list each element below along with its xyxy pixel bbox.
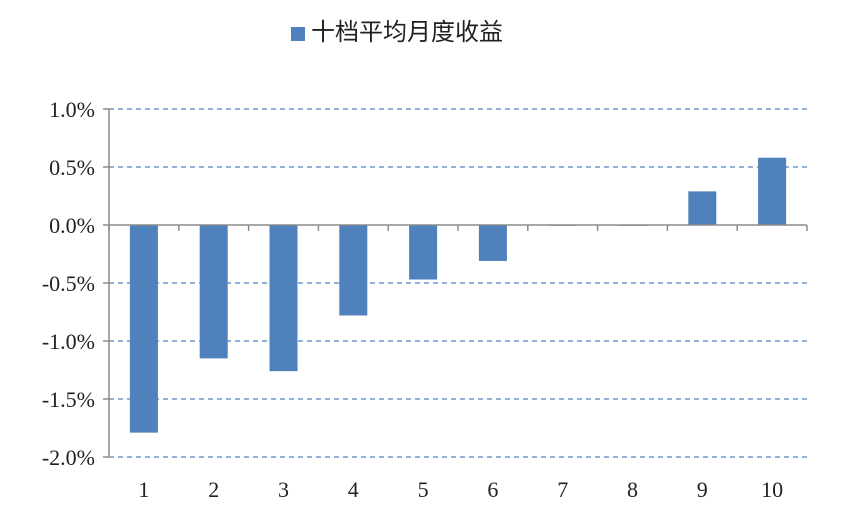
x-tick-label: 3 <box>278 477 289 502</box>
x-tick-labels: 1 2 3 4 5 6 7 8 9 10 <box>138 477 783 502</box>
y-tick-labels: 1.0% 0.5% 0.0% -0.5% -1.0% -1.5% -2.0% <box>42 97 95 470</box>
x-tick-label: 1 <box>138 477 149 502</box>
bar-3 <box>269 225 298 372</box>
y-tick-label: -0.5% <box>42 271 95 296</box>
x-tick-label: 5 <box>418 477 429 502</box>
y-tick-label: 1.0% <box>49 97 95 122</box>
x-tick-label: 10 <box>761 477 783 502</box>
x-tick-label: 2 <box>208 477 219 502</box>
x-tick-label: 7 <box>557 477 568 502</box>
legend-label: 十档平均月度收益 <box>311 18 503 46</box>
y-tick-label: -1.0% <box>42 329 95 354</box>
axes <box>103 108 808 458</box>
y-tick-label: -1.5% <box>42 387 95 412</box>
y-tick-label: 0.5% <box>49 155 95 180</box>
bar-9 <box>688 191 717 225</box>
bar-4 <box>339 225 368 316</box>
bars <box>129 157 787 433</box>
legend: 十档平均月度收益 <box>291 18 503 46</box>
x-tick-label: 9 <box>697 477 708 502</box>
bar-1 <box>129 225 158 433</box>
bar-5 <box>409 225 438 280</box>
bar-2 <box>199 225 228 359</box>
legend-swatch <box>291 27 305 41</box>
y-tick-label: 0.0% <box>49 213 95 238</box>
x-tick-label: 6 <box>487 477 498 502</box>
bar-10 <box>758 157 787 225</box>
x-tick-label: 8 <box>627 477 638 502</box>
y-tick-label: -2.0% <box>42 445 95 470</box>
bar-6 <box>478 225 507 261</box>
x-tick-label: 4 <box>348 477 359 502</box>
